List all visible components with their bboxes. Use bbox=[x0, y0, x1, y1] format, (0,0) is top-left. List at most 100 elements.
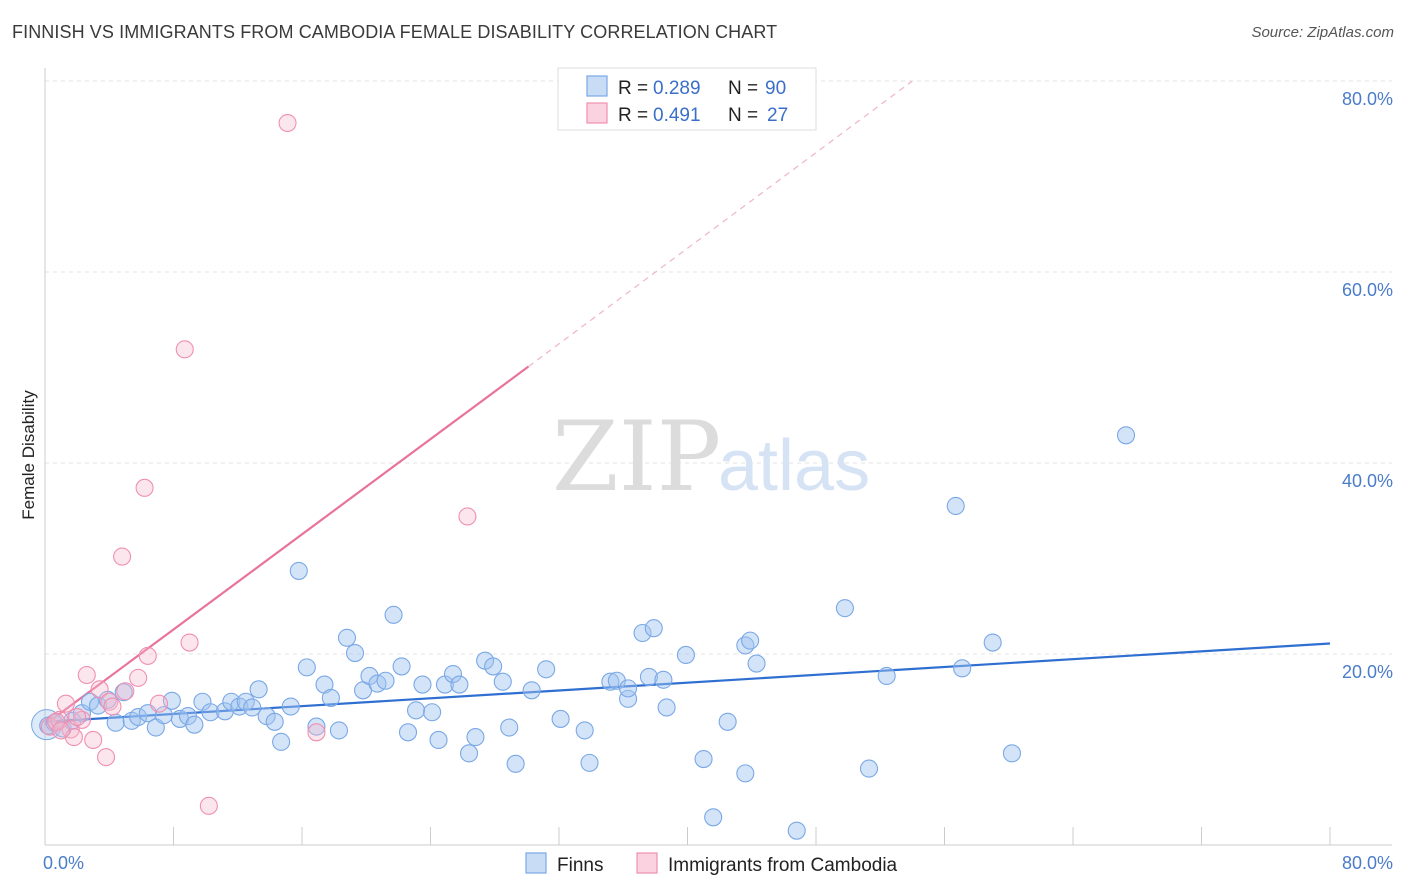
point-finns-67 bbox=[619, 689, 638, 708]
point-finns-89 bbox=[1002, 744, 1022, 763]
point-finns-45 bbox=[398, 723, 418, 742]
y-tick-label-80: 80.0% bbox=[1342, 89, 1393, 109]
point-finns-8 bbox=[106, 713, 125, 732]
legend-top: R = 0.289 N = 90 R = 0.491 N = 27 bbox=[557, 67, 817, 131]
point-cambodia-11 bbox=[103, 697, 122, 716]
trend-line-extension-cambodia bbox=[528, 80, 913, 368]
legend-n-value-finns: 90 bbox=[765, 78, 786, 99]
point-finns-87 bbox=[953, 659, 972, 678]
point-finns-20 bbox=[201, 703, 220, 722]
point-finns-21 bbox=[215, 702, 234, 721]
point-finns-51 bbox=[443, 665, 463, 684]
legend-swatch-finns bbox=[586, 75, 608, 97]
point-finns-26 bbox=[249, 680, 268, 699]
point-cambodia-8 bbox=[90, 680, 109, 699]
point-finns-48 bbox=[423, 703, 442, 722]
point-finns-47 bbox=[413, 675, 432, 694]
point-finns-9 bbox=[114, 683, 133, 702]
trend-lines bbox=[44, 80, 1331, 726]
chart-source: Source: ZipAtlas.com bbox=[1251, 24, 1394, 41]
legend-bottom-label-cambodia: Immigrants from Cambodia bbox=[668, 855, 898, 876]
point-finns-88 bbox=[983, 633, 1002, 652]
point-finns-73 bbox=[657, 698, 676, 717]
point-finns-42 bbox=[376, 671, 395, 690]
point-finns-29 bbox=[272, 732, 291, 751]
point-finns-84 bbox=[859, 759, 879, 778]
legend-n-value-cambodia: 27 bbox=[767, 105, 788, 126]
point-finns-44 bbox=[392, 657, 411, 676]
point-cambodia-26 bbox=[52, 721, 71, 740]
point-cambodia-2 bbox=[56, 694, 75, 713]
point-finns-35 bbox=[321, 688, 340, 707]
point-cambodia-12 bbox=[113, 547, 132, 566]
watermark: ZIP atlas bbox=[552, 401, 870, 513]
point-finns-81 bbox=[747, 654, 766, 673]
point-finns-49 bbox=[429, 730, 448, 750]
point-cambodia-18 bbox=[175, 340, 194, 359]
point-finns-6 bbox=[88, 696, 108, 715]
point-finns-83 bbox=[835, 599, 854, 618]
legend-r-value-finns: 0.289 bbox=[653, 78, 701, 99]
point-finns-57 bbox=[493, 672, 512, 691]
point-cambodia-10 bbox=[100, 692, 119, 711]
point-cambodia-21 bbox=[278, 113, 297, 133]
axes bbox=[44, 68, 1392, 846]
grid-lines bbox=[45, 80, 1392, 655]
legend-bottom: Finns Immigrants from Cambodia bbox=[525, 852, 898, 876]
point-finns-56 bbox=[484, 657, 503, 676]
point-finns-86 bbox=[946, 496, 965, 516]
point-finns-69 bbox=[633, 623, 652, 643]
trend-line-finns bbox=[44, 642, 1331, 723]
point-finns-33 bbox=[307, 717, 326, 736]
legend-n-label-cambodia: N = bbox=[728, 105, 758, 126]
point-cambodia-15 bbox=[135, 478, 154, 497]
point-cambodia-25 bbox=[68, 707, 87, 727]
point-finns-68 bbox=[619, 679, 638, 698]
legend-swatch-cambodia bbox=[586, 102, 608, 124]
point-cambodia-19 bbox=[180, 633, 199, 652]
tick-labels: 20.0% 40.0% 60.0% 80.0% 0.0% 80.0% bbox=[43, 89, 1393, 873]
legend-bottom-swatch-finns bbox=[525, 852, 547, 874]
legend-r-value-cambodia: 0.491 bbox=[653, 105, 701, 126]
point-cambodia-24 bbox=[47, 712, 66, 731]
point-finns-76 bbox=[704, 808, 723, 827]
point-finns-36 bbox=[329, 721, 348, 740]
point-cambodia-17 bbox=[149, 694, 169, 713]
legend-n-label-finns: N = bbox=[728, 78, 758, 99]
chart-title: FINNISH VS IMMIGRANTS FROM CAMBODIA FEMA… bbox=[12, 22, 778, 42]
y-tick-label-20: 20.0% bbox=[1342, 662, 1393, 682]
watermark-atlas: atlas bbox=[718, 426, 870, 506]
point-finns-53 bbox=[459, 744, 479, 763]
point-cambodia-13 bbox=[116, 682, 135, 701]
point-finns-52 bbox=[450, 675, 469, 694]
point-finns-63 bbox=[575, 721, 594, 740]
point-finns-32 bbox=[297, 658, 316, 677]
legend-bottom-swatch-cambodia bbox=[636, 852, 658, 874]
y-tick-label-60: 60.0% bbox=[1342, 280, 1393, 300]
x-tick-label-0: 0.0% bbox=[43, 853, 84, 873]
point-finns-25 bbox=[243, 698, 262, 717]
point-finns-43 bbox=[384, 605, 403, 624]
point-finns-85 bbox=[877, 666, 896, 686]
point-finns-77 bbox=[718, 712, 737, 731]
point-cambodia-7 bbox=[84, 730, 103, 750]
point-finns-72 bbox=[654, 670, 673, 689]
watermark-zip: ZIP bbox=[552, 401, 721, 513]
point-finns-64 bbox=[580, 753, 599, 772]
point-cambodia-5 bbox=[72, 710, 91, 729]
point-finns-80 bbox=[741, 631, 760, 650]
point-finns-28 bbox=[265, 712, 284, 731]
point-cambodia-22 bbox=[307, 723, 326, 742]
point-finns-11 bbox=[129, 707, 148, 727]
y-tick-label-40: 40.0% bbox=[1342, 471, 1393, 491]
point-finns-59 bbox=[506, 754, 525, 773]
point-finns-46 bbox=[406, 701, 426, 720]
legend-bottom-label-finns: Finns bbox=[557, 855, 603, 876]
point-finns-78 bbox=[736, 764, 755, 783]
point-cambodia-14 bbox=[129, 668, 148, 687]
point-cambodia-23 bbox=[458, 507, 477, 526]
legend-r-label-cambodia: R = bbox=[618, 105, 648, 126]
point-finns-70 bbox=[639, 667, 659, 686]
point-finns-71 bbox=[644, 619, 663, 638]
